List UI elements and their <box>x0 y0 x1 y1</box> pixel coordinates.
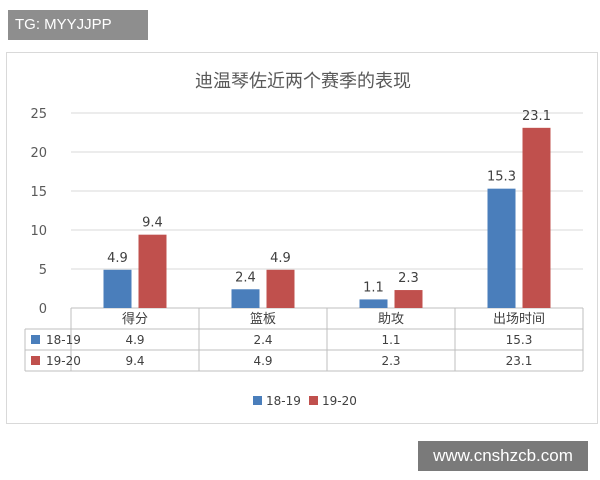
table-cell: 4.9 <box>253 354 272 368</box>
legend-key-19-20 <box>309 396 318 405</box>
data-label: 4.9 <box>270 251 291 266</box>
category-label: 助攻 <box>378 312 404 327</box>
legend-label: 18-19 <box>266 394 301 408</box>
channel-badge: TG: MYYJJPP <box>8 10 148 40</box>
bar-19-20 <box>138 234 167 308</box>
bar-19-20 <box>394 290 423 308</box>
table-series-label: 19-20 <box>46 354 81 368</box>
data-label: 4.9 <box>107 251 128 266</box>
y-tick-label: 5 <box>39 263 47 278</box>
data-label: 15.3 <box>487 170 516 185</box>
data-label: 1.1 <box>363 280 384 295</box>
bar-19-20 <box>522 127 551 308</box>
data-label: 9.4 <box>142 216 163 231</box>
category-label: 得分 <box>122 311 148 327</box>
category-label: 篮板 <box>250 312 276 327</box>
bar-18-19 <box>359 299 388 308</box>
y-tick-label: 25 <box>30 107 47 122</box>
site-watermark: www.cnshzcb.com <box>418 441 588 471</box>
table-cell: 1.1 <box>381 333 400 347</box>
data-label: 23.1 <box>522 109 551 124</box>
chart-frame: 迪温琴佐近两个赛季的表现 0 5 10 15 20 25 4.9 9.4 2.4 4.9 1.1 2… <box>6 52 598 424</box>
table-series-label: 18-19 <box>46 333 81 347</box>
bar-18-19 <box>103 269 132 308</box>
legend-label: 19-20 <box>322 394 357 408</box>
bar-19-20 <box>266 269 295 308</box>
legend-key-18-19 <box>253 396 262 405</box>
table-legend-key <box>31 335 40 344</box>
table-cell: 4.9 <box>125 333 144 347</box>
y-tick-label: 0 <box>39 302 47 317</box>
bar-18-19 <box>231 289 260 308</box>
y-tick-label: 10 <box>30 224 47 239</box>
bar-chart: 迪温琴佐近两个赛季的表现 0 5 10 15 20 25 4.9 9.4 2.4 4.9 1.1 2… <box>24 71 584 408</box>
data-label: 2.3 <box>398 271 419 286</box>
table-cell: 23.1 <box>506 354 533 368</box>
table-cell: 2.4 <box>253 333 272 347</box>
table-cell: 2.3 <box>381 354 400 368</box>
category-label: 出场时间 <box>493 312 545 327</box>
chart-title: 迪温琴佐近两个赛季的表现 <box>195 71 411 92</box>
bar-18-19 <box>487 188 516 308</box>
table-cell: 9.4 <box>125 354 144 368</box>
y-tick-label: 20 <box>30 146 47 161</box>
table-cell: 15.3 <box>506 333 533 347</box>
y-tick-label: 15 <box>30 185 47 200</box>
table-legend-key <box>31 356 40 365</box>
data-label: 2.4 <box>235 270 256 285</box>
